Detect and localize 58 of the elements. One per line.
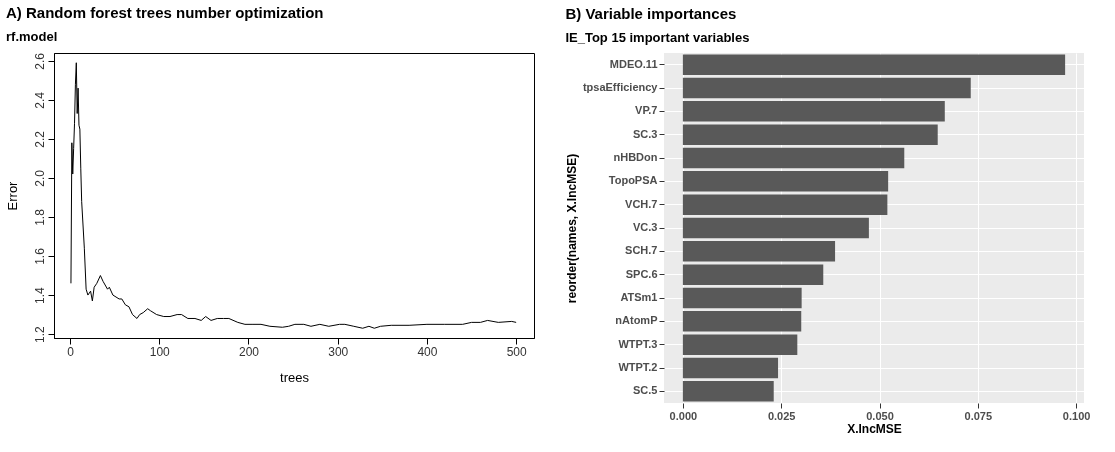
- line-series: [70, 62, 517, 329]
- y-tick-label: 2.6: [32, 52, 47, 70]
- x-axis-title: X.IncMSE: [847, 421, 902, 436]
- bar: [682, 101, 945, 122]
- y-tick-label: SPC.6: [625, 267, 658, 280]
- y-tick-label: 2.2: [32, 130, 47, 148]
- bar: [682, 217, 869, 239]
- y-tick-label: nHBDon: [613, 151, 658, 163]
- bar: [682, 77, 971, 99]
- y-tick-label: ATSm1: [620, 291, 658, 303]
- y-tick-label: 2.0: [32, 169, 47, 187]
- x-tick-label: 0.050: [866, 409, 894, 422]
- bar: [682, 54, 1066, 75]
- bar: [682, 171, 889, 192]
- x-tick-label: 0.075: [964, 409, 993, 422]
- y-axis-title: reorder(names, X.IncMSE): [564, 153, 579, 304]
- bar: [682, 194, 888, 215]
- x-tick-label: 300: [328, 344, 349, 359]
- y-tick-label: 1.8: [32, 208, 47, 226]
- bar: [682, 264, 824, 285]
- y-tick-label: VP.7: [635, 104, 658, 117]
- y-tick-label: 2.4: [32, 91, 47, 109]
- chart-subtitle: IE_Top 15 important variables: [565, 30, 750, 45]
- bar: [682, 357, 779, 379]
- y-tick-label: WTPT.3: [618, 337, 658, 350]
- bar: [682, 241, 836, 262]
- y-tick-label: nAtomP: [615, 314, 658, 327]
- bar: [682, 334, 798, 355]
- bar: [682, 147, 905, 169]
- x-tick-label: 0.025: [767, 409, 796, 422]
- x-tick-label: 100: [149, 344, 171, 359]
- chart-title: A) Random forest trees number optimization: [6, 4, 324, 22]
- y-tick-label: tpsaEfficiency: [582, 81, 659, 93]
- x-tick-label: 500: [506, 344, 527, 359]
- chart-subtitle: rf.model: [6, 29, 58, 45]
- bar: [682, 124, 938, 145]
- y-tick-label: 1.6: [32, 247, 47, 265]
- x-tick-label: 200: [238, 344, 260, 359]
- y-tick-label: VCH.7: [625, 197, 658, 210]
- y-tick-label: SC.3: [633, 127, 658, 140]
- y-axis-title: Error: [4, 180, 20, 211]
- bar: [682, 381, 774, 402]
- x-tick-label: 0.100: [1062, 409, 1091, 422]
- y-tick-label: WTPT.2: [618, 361, 658, 373]
- x-axis-title: trees: [280, 369, 310, 385]
- x-tick-label: 0.000: [669, 409, 698, 422]
- y-tick-label: TopoPSA: [608, 174, 658, 187]
- bar: [682, 311, 802, 332]
- bar: [682, 287, 802, 309]
- chart-title: B) Variable importances: [565, 5, 737, 22]
- y-tick-label: VC.3: [633, 221, 658, 233]
- y-tick-label: 1.2: [32, 325, 47, 343]
- y-tick-label: MDEO.11: [609, 57, 658, 70]
- y-tick-label: SCH.7: [625, 244, 658, 257]
- y-tick-label: SC.5: [633, 384, 658, 397]
- x-tick-label: 400: [417, 344, 438, 359]
- y-tick-label: 1.4: [32, 286, 47, 304]
- x-tick-label: 0: [67, 344, 75, 359]
